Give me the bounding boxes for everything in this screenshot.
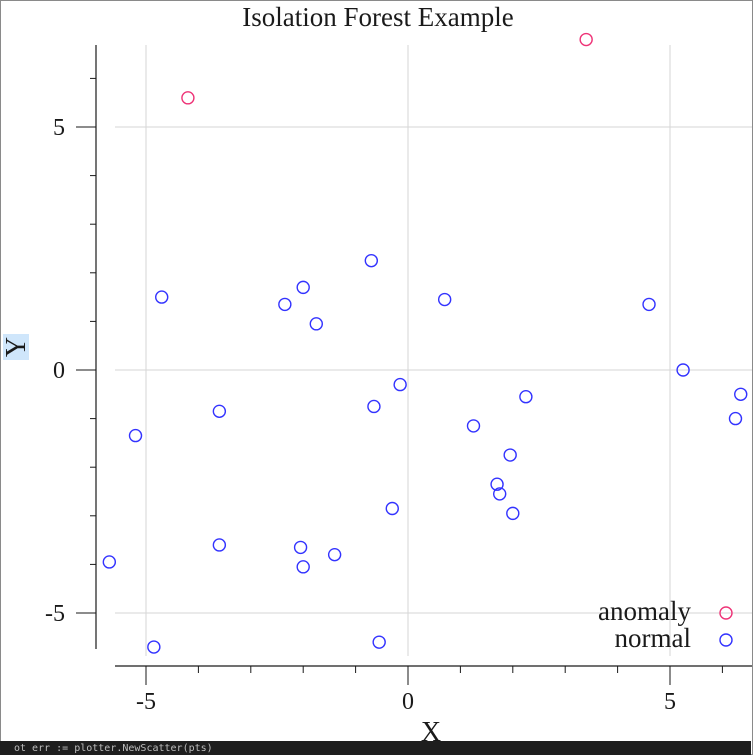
point-normal xyxy=(309,317,323,331)
point-normal xyxy=(128,428,143,443)
point-normal xyxy=(493,487,507,501)
point-normal xyxy=(278,297,292,312)
point-normal xyxy=(490,477,504,491)
point-anomaly xyxy=(579,32,593,47)
point-normal xyxy=(503,448,517,462)
point-normal xyxy=(372,635,386,649)
x-minor-ticks xyxy=(145,666,723,685)
legend-marker-anomaly xyxy=(719,606,733,620)
legend: anomaly normal xyxy=(598,596,733,653)
legend-label-anomaly: anomaly xyxy=(598,596,691,626)
point-normal xyxy=(642,297,656,312)
point-normal xyxy=(385,501,399,516)
point-normal xyxy=(734,387,748,401)
point-normal xyxy=(293,540,308,555)
point-normal xyxy=(364,253,379,268)
point-normal xyxy=(466,419,481,433)
y-tick-labels: -5 0 5 xyxy=(45,115,65,627)
legend-label-normal: normal xyxy=(615,623,691,653)
x-tick-label: 0 xyxy=(402,689,414,715)
y-minor-ticks xyxy=(76,77,96,614)
code-editor-strip: ot err := plotter.NewScatter(pts) xyxy=(0,741,751,755)
grid xyxy=(115,45,752,656)
chart-title: Isolation Forest Example xyxy=(242,2,513,32)
point-normal xyxy=(147,640,161,654)
data-points xyxy=(102,32,748,654)
x-tick-labels: -5 0 5 xyxy=(136,689,676,715)
y-tick-label: 0 xyxy=(53,358,65,384)
point-normal xyxy=(327,547,342,562)
point-normal xyxy=(212,404,227,419)
point-normal xyxy=(296,560,310,574)
point-normal xyxy=(506,506,520,521)
point-normal xyxy=(519,390,533,404)
point-normal xyxy=(102,555,117,569)
y-tick-label: -5 xyxy=(45,601,65,627)
x-tick-label: 5 xyxy=(664,689,676,715)
point-normal xyxy=(728,411,743,426)
code-snippet-text: ot err := plotter.NewScatter(pts) xyxy=(14,743,213,754)
point-normal xyxy=(155,290,169,304)
x-axis-label: X xyxy=(421,717,441,748)
x-tick-label: -5 xyxy=(136,689,156,715)
point-normal xyxy=(437,292,452,307)
legend-marker-normal xyxy=(719,633,733,647)
axes xyxy=(95,45,752,667)
point-normal xyxy=(676,363,690,377)
point-normal xyxy=(296,280,310,295)
y-tick-label: 5 xyxy=(53,115,65,141)
point-normal xyxy=(212,538,227,552)
point-anomaly xyxy=(181,91,195,105)
point-normal xyxy=(367,399,381,414)
point-normal xyxy=(393,377,407,392)
y-label-highlight xyxy=(3,334,29,360)
y-axis-label: Y xyxy=(1,337,32,357)
